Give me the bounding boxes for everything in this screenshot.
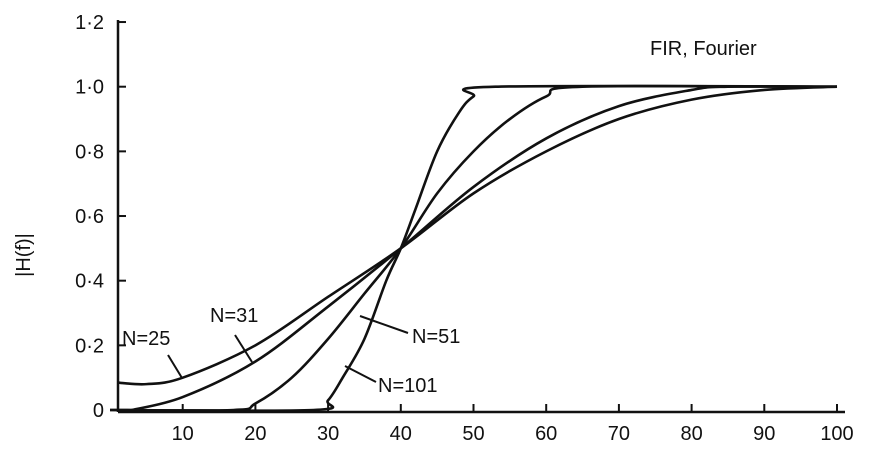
annotation-leader xyxy=(344,365,377,383)
x-tick-label: 50 xyxy=(462,423,484,445)
x-tick-label: 10 xyxy=(172,423,194,445)
x-tick-label: 60 xyxy=(535,423,557,445)
annotation-label: N=25 xyxy=(122,328,170,350)
x-tick-label: 30 xyxy=(317,423,339,445)
y-tick-label: 0·6 xyxy=(75,206,104,228)
x-tick-label: 40 xyxy=(390,423,412,445)
x-tick-label: 70 xyxy=(608,423,630,445)
y-tick-label: 0·8 xyxy=(75,141,104,163)
annotation-leader xyxy=(234,334,253,363)
y-axis-label: |H(f)| xyxy=(13,233,35,277)
x-tick-label: 80 xyxy=(680,423,702,445)
y-tick-label: 0·4 xyxy=(75,271,104,293)
annotation-label: N=51 xyxy=(412,326,460,348)
y-tick-label: 0·2 xyxy=(75,335,104,357)
chart-title: FIR, Fourier xyxy=(650,38,757,60)
annotation-leader xyxy=(359,315,409,334)
series-line-n-101 xyxy=(109,84,838,413)
x-tick-label: 90 xyxy=(753,423,775,445)
annotation-label: N=101 xyxy=(378,375,438,397)
series-line-n-51 xyxy=(109,84,838,412)
y-tick-label: 1·0 xyxy=(75,77,104,99)
annotation-label: N=31 xyxy=(210,305,258,327)
y-tick-label: 1·2 xyxy=(75,12,104,34)
y-tick-label: 0 xyxy=(93,400,104,422)
annotation-leader xyxy=(167,354,183,379)
series-line-n-31 xyxy=(131,85,838,412)
x-tick-label: 20 xyxy=(244,423,266,445)
x-tick-label: 100 xyxy=(820,423,853,445)
series-line-n-25 xyxy=(117,85,838,386)
